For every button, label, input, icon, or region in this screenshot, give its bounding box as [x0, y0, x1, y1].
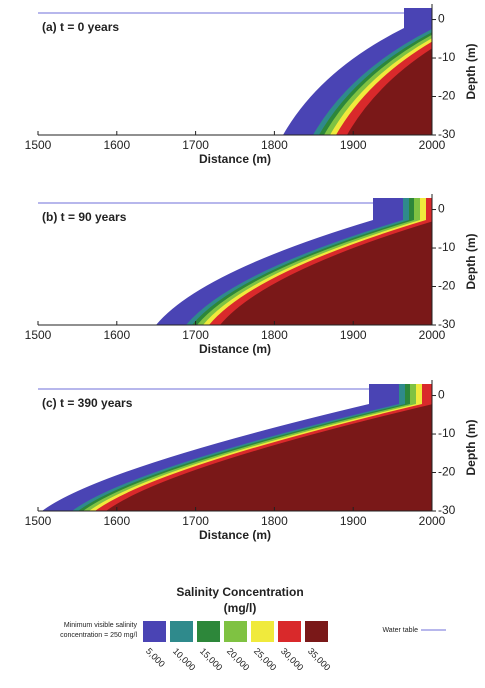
legend-label: 20,000 [225, 646, 252, 673]
legend-label: 5,000 [144, 646, 167, 669]
y-tick-label: -10 [438, 240, 456, 254]
legend-swatch [251, 621, 274, 642]
legend-label: 25,000 [252, 646, 279, 673]
panel: 1500 1600 1700 1800 1900 2000 0 -10 -20 -30 (b) t … [25, 194, 478, 356]
x-axis-label: Distance (m) [199, 528, 271, 542]
y-tick-label: -30 [438, 503, 456, 517]
x-tick-label: 1800 [261, 514, 288, 528]
x-tick-label: 1700 [182, 328, 209, 342]
x-tick-label: 1500 [25, 514, 52, 528]
y-axis-label: Depth (m) [464, 44, 478, 100]
legend-swatch [170, 621, 193, 642]
legend-label: 15,000 [198, 646, 225, 673]
x-tick-label: 1700 [182, 138, 209, 152]
y-tick-label: 0 [438, 202, 445, 216]
x-tick-label: 2000 [419, 328, 446, 342]
x-tick-label: 1900 [340, 328, 367, 342]
legend-swatch [278, 621, 301, 642]
panel-title: (c) t = 390 years [42, 396, 133, 410]
y-tick-label: -20 [438, 279, 456, 293]
salinity-band [220, 221, 432, 325]
y-tick-label: -10 [438, 50, 456, 64]
legend-label: 30,000 [279, 646, 306, 673]
y-tick-label: 0 [438, 12, 445, 26]
panel: 1500 1600 1700 1800 1900 2000 0 -10 -20 -30 (c) t … [25, 380, 478, 542]
y-tick-label: -30 [438, 317, 456, 331]
salinity-band [106, 404, 432, 511]
plume [283, 8, 432, 135]
x-axis-label: Distance (m) [199, 342, 271, 356]
y-axis-label: Depth (m) [464, 234, 478, 290]
x-tick-label: 1800 [261, 138, 288, 152]
salinity-band [347, 48, 432, 135]
panel-title: (a) t = 0 years [42, 20, 119, 34]
x-tick-label: 1900 [340, 514, 367, 528]
x-tick-label: 1600 [103, 328, 130, 342]
x-tick-label: 1500 [25, 328, 52, 342]
x-tick-label: 2000 [419, 514, 446, 528]
legend-note: Minimum visible salinity [64, 622, 138, 629]
legend-title: Salinity Concentration [176, 585, 303, 599]
panel-title: (b) t = 90 years [42, 210, 127, 224]
y-tick-label: -30 [438, 127, 456, 141]
plume [156, 198, 432, 325]
legend-swatch [224, 621, 247, 642]
legend-swatch [143, 621, 166, 642]
x-tick-label: 2000 [419, 138, 446, 152]
y-axis-label: Depth (m) [464, 420, 478, 476]
x-tick-label: 1800 [261, 328, 288, 342]
legend-note: concentration = 250 mg/l [60, 632, 137, 639]
x-tick-label: 1600 [103, 138, 130, 152]
x-axis-label: Distance (m) [199, 152, 271, 166]
panel: 1500 1600 1700 1800 1900 2000 0 -10 -20 -30 (a) t … [25, 4, 478, 166]
legend-swatch [197, 621, 220, 642]
legend-swatch [305, 621, 328, 642]
y-tick-label: 0 [438, 388, 445, 402]
legend-label: 10,000 [171, 646, 198, 673]
x-tick-label: 1500 [25, 138, 52, 152]
legend-unit: (mg/l) [224, 601, 257, 615]
legend-water-table: Water table [382, 627, 418, 634]
x-tick-label: 1700 [182, 514, 209, 528]
plume [42, 384, 432, 511]
y-tick-label: -10 [438, 426, 456, 440]
y-tick-label: -20 [438, 89, 456, 103]
y-tick-label: -20 [438, 465, 456, 479]
legend-label: 35,000 [306, 646, 333, 673]
x-tick-label: 1600 [103, 514, 130, 528]
x-tick-label: 1900 [340, 138, 367, 152]
